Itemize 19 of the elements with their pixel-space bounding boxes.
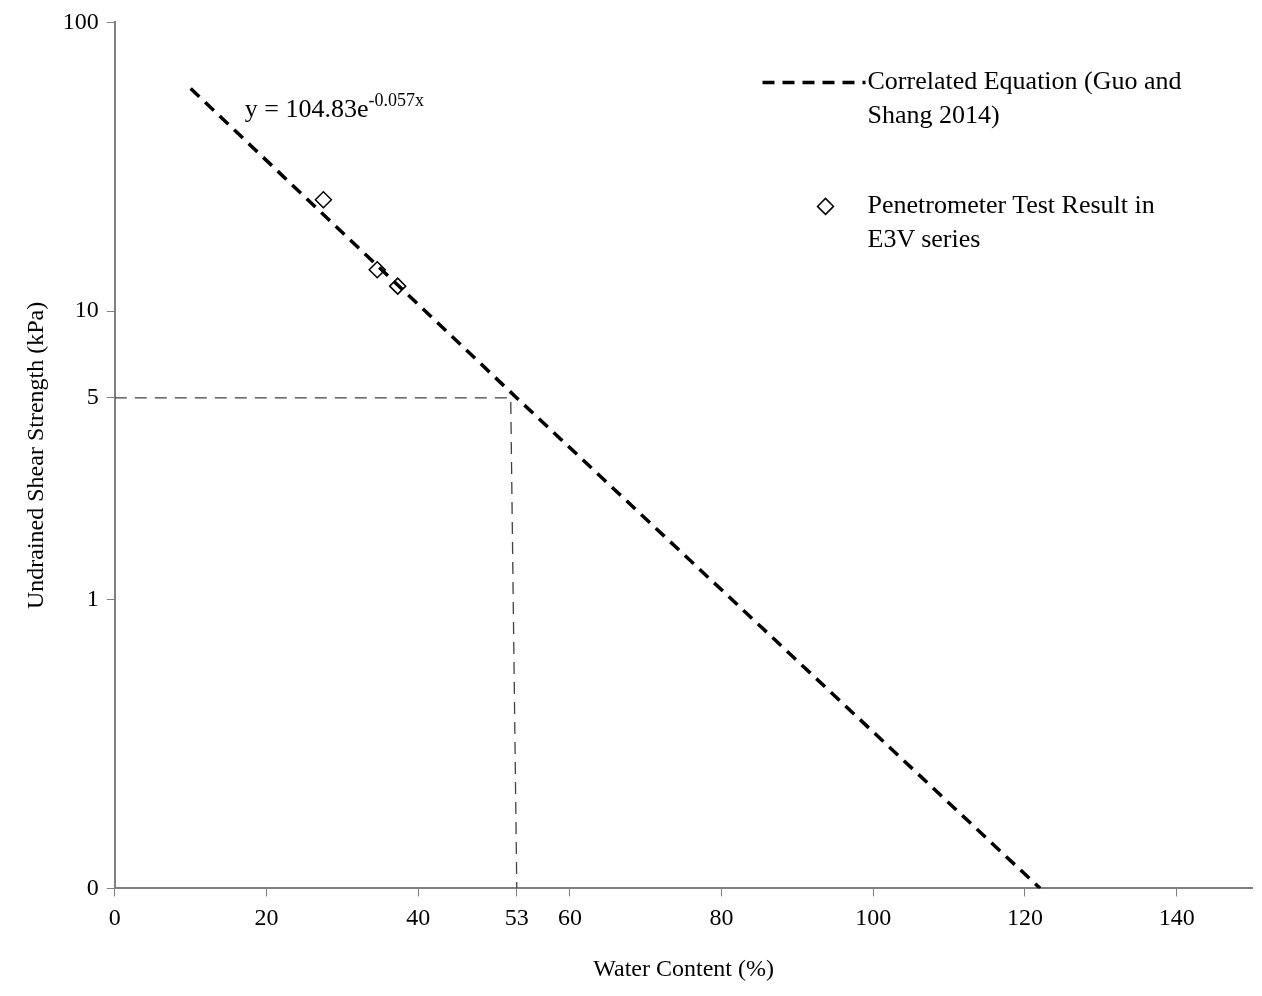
legend-label: Correlated Equation (Guo and Shang 2014) xyxy=(867,66,1182,130)
x-axis-title: Water Content (%) xyxy=(593,954,774,981)
x-tick-label: 53 xyxy=(504,904,529,931)
x-tick-label: 60 xyxy=(557,904,582,931)
y-tick-label: 10 xyxy=(74,296,99,323)
y-tick-label: 5 xyxy=(86,383,99,410)
y-tick-label: 1 xyxy=(86,585,99,612)
y-tick-label: 100 xyxy=(62,7,99,34)
y-axis-title: Undrained Shear Strength (kPa) xyxy=(21,301,48,610)
point xyxy=(314,191,333,209)
legend-label: Penetrometer Test Result in E3V series xyxy=(867,190,1155,254)
x-tick-label: 80 xyxy=(709,904,734,931)
x-tick-label: 100 xyxy=(855,904,892,931)
x-tick-label: 20 xyxy=(254,904,279,931)
x-tick-label: 140 xyxy=(1158,904,1195,931)
x-tick-label: 0 xyxy=(108,904,121,931)
x-tick-label: 40 xyxy=(406,904,431,931)
x-tick-label: 120 xyxy=(1006,904,1043,931)
y-tick-label: 0 xyxy=(86,873,99,900)
